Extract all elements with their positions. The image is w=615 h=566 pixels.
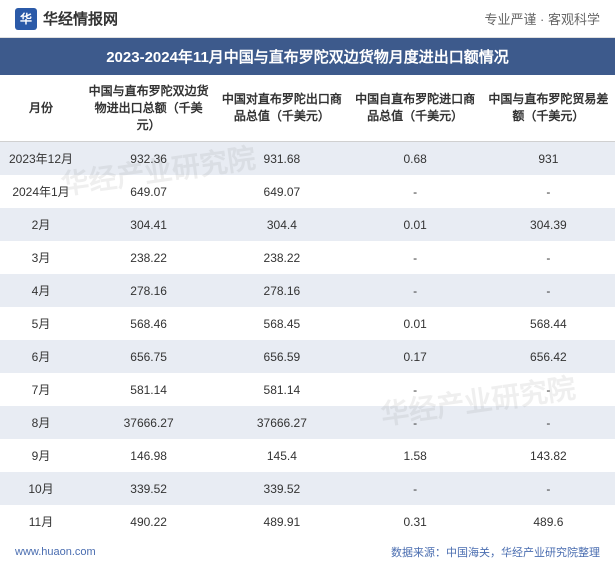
table-cell: 581.14 bbox=[82, 373, 215, 406]
table-cell: 489.6 bbox=[482, 505, 615, 538]
table-cell: 1.58 bbox=[349, 439, 482, 472]
table-cell: 0.01 bbox=[349, 307, 482, 340]
table-cell: 932.36 bbox=[82, 142, 215, 176]
table-cell: 931 bbox=[482, 142, 615, 176]
table-cell: 649.07 bbox=[82, 175, 215, 208]
table-cell: 238.22 bbox=[82, 241, 215, 274]
table-cell: 656.75 bbox=[82, 340, 215, 373]
table-row: 6月656.75656.590.17656.42 bbox=[0, 340, 615, 373]
table-cell: 0.01 bbox=[349, 208, 482, 241]
table-cell: 6月 bbox=[0, 340, 82, 373]
table-row: 8月37666.2737666.27-- bbox=[0, 406, 615, 439]
table-cell: 489.91 bbox=[215, 505, 348, 538]
table-cell: 304.41 bbox=[82, 208, 215, 241]
table-cell: - bbox=[482, 175, 615, 208]
table-cell: 649.07 bbox=[215, 175, 348, 208]
table-row: 11月490.22489.910.31489.6 bbox=[0, 505, 615, 538]
table-cell: - bbox=[482, 241, 615, 274]
table-cell: - bbox=[482, 274, 615, 307]
table-cell: - bbox=[349, 274, 482, 307]
table-row: 3月238.22238.22-- bbox=[0, 241, 615, 274]
col-header-import: 中国自直布罗陀进口商品总值（千美元） bbox=[349, 75, 482, 142]
table-cell: 278.16 bbox=[215, 274, 348, 307]
table-cell: 10月 bbox=[0, 472, 82, 505]
table-cell: 568.45 bbox=[215, 307, 348, 340]
data-table: 月份 中国与直布罗陀双边货物进出口总额（千美元） 中国对直布罗陀出口商品总值（千… bbox=[0, 75, 615, 538]
footer: www.huaon.com 数据来源：中国海关，华经产业研究院整理 bbox=[0, 538, 615, 566]
table-cell: 7月 bbox=[0, 373, 82, 406]
table-row: 10月339.52339.52-- bbox=[0, 472, 615, 505]
logo-section: 华 华经情报网 bbox=[15, 8, 118, 30]
table-cell: 5月 bbox=[0, 307, 82, 340]
table-cell: 4月 bbox=[0, 274, 82, 307]
table-cell: 304.39 bbox=[482, 208, 615, 241]
page-title: 2023-2024年11月中国与直布罗陀双边货物月度进出口额情况 bbox=[0, 38, 615, 75]
footer-url[interactable]: www.huaon.com bbox=[15, 546, 96, 558]
table-cell: - bbox=[482, 406, 615, 439]
table-header-row: 月份 中国与直布罗陀双边货物进出口总额（千美元） 中国对直布罗陀出口商品总值（千… bbox=[0, 75, 615, 142]
table-cell: 2023年12月 bbox=[0, 142, 82, 176]
table-cell: 37666.27 bbox=[215, 406, 348, 439]
table-cell: 0.17 bbox=[349, 340, 482, 373]
table-cell: 11月 bbox=[0, 505, 82, 538]
table-cell: 9月 bbox=[0, 439, 82, 472]
table-cell: 3月 bbox=[0, 241, 82, 274]
logo-text: 华经情报网 bbox=[43, 8, 118, 29]
footer-source: 数据来源：中国海关，华经产业研究院整理 bbox=[391, 544, 600, 560]
table-cell: 339.52 bbox=[215, 472, 348, 505]
col-header-month: 月份 bbox=[0, 75, 82, 142]
data-table-container: 月份 中国与直布罗陀双边货物进出口总额（千美元） 中国对直布罗陀出口商品总值（千… bbox=[0, 75, 615, 538]
table-cell: 238.22 bbox=[215, 241, 348, 274]
table-cell: 304.4 bbox=[215, 208, 348, 241]
table-cell: 0.68 bbox=[349, 142, 482, 176]
table-cell: 146.98 bbox=[82, 439, 215, 472]
logo-icon: 华 bbox=[15, 8, 37, 30]
table-cell: 656.42 bbox=[482, 340, 615, 373]
table-cell: 568.46 bbox=[82, 307, 215, 340]
table-row: 9月146.98145.41.58143.82 bbox=[0, 439, 615, 472]
table-cell: - bbox=[482, 472, 615, 505]
table-cell: 490.22 bbox=[82, 505, 215, 538]
table-cell: 931.68 bbox=[215, 142, 348, 176]
table-cell: - bbox=[349, 472, 482, 505]
table-row: 2023年12月932.36931.680.68931 bbox=[0, 142, 615, 176]
table-row: 2月304.41304.40.01304.39 bbox=[0, 208, 615, 241]
table-cell: 0.31 bbox=[349, 505, 482, 538]
table-cell: - bbox=[349, 241, 482, 274]
table-cell: 8月 bbox=[0, 406, 82, 439]
table-row: 4月278.16278.16-- bbox=[0, 274, 615, 307]
table-cell: - bbox=[349, 373, 482, 406]
header: 华 华经情报网 专业严谨 · 客观科学 bbox=[0, 0, 615, 38]
table-cell: 339.52 bbox=[82, 472, 215, 505]
table-cell: 656.59 bbox=[215, 340, 348, 373]
table-row: 5月568.46568.450.01568.44 bbox=[0, 307, 615, 340]
table-cell: 568.44 bbox=[482, 307, 615, 340]
table-cell: 145.4 bbox=[215, 439, 348, 472]
table-cell: - bbox=[349, 406, 482, 439]
table-cell: 143.82 bbox=[482, 439, 615, 472]
table-cell: 278.16 bbox=[82, 274, 215, 307]
table-cell: 2月 bbox=[0, 208, 82, 241]
table-cell: 2024年1月 bbox=[0, 175, 82, 208]
table-cell: 581.14 bbox=[215, 373, 348, 406]
table-cell: 37666.27 bbox=[82, 406, 215, 439]
table-row: 7月581.14581.14-- bbox=[0, 373, 615, 406]
table-row: 2024年1月649.07649.07-- bbox=[0, 175, 615, 208]
col-header-balance: 中国与直布罗陀贸易差额（千美元） bbox=[482, 75, 615, 142]
tagline: 专业严谨 · 客观科学 bbox=[484, 9, 600, 28]
table-body: 2023年12月932.36931.680.689312024年1月649.07… bbox=[0, 142, 615, 539]
table-cell: - bbox=[349, 175, 482, 208]
col-header-total: 中国与直布罗陀双边货物进出口总额（千美元） bbox=[82, 75, 215, 142]
col-header-export: 中国对直布罗陀出口商品总值（千美元） bbox=[215, 75, 348, 142]
table-cell: - bbox=[482, 373, 615, 406]
